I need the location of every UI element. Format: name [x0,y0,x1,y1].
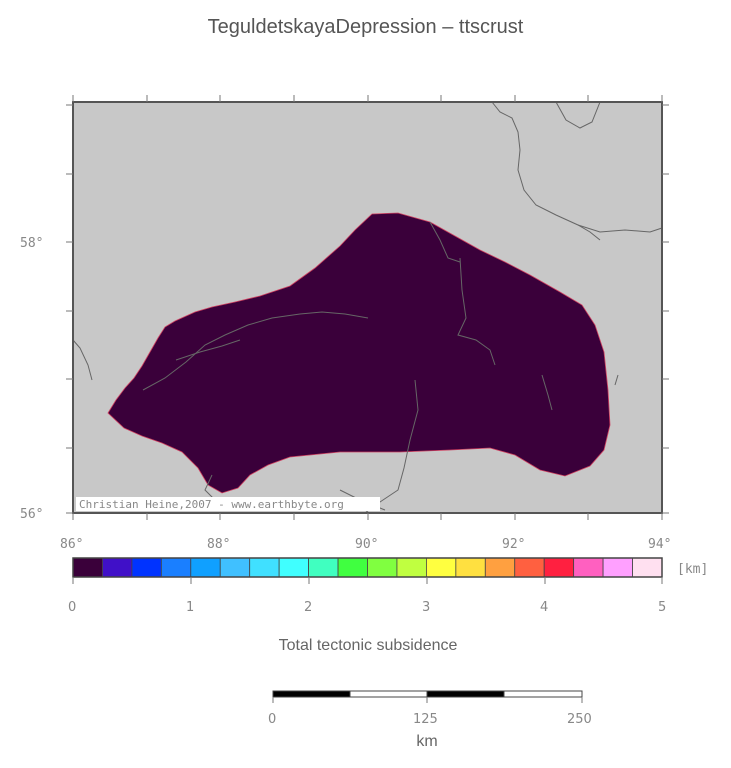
colorbar-label: Total tectonic subsidence [278,637,458,654]
colorbar-tick-1: 1 [186,600,194,615]
colorbar-cell [484,557,516,578]
colorbar-cell [190,557,221,578]
colorbar-cell [72,557,103,578]
colorbar-cell [160,557,192,578]
colorbar-cell [102,557,133,578]
colorbar-cell [632,557,663,578]
frame-ticks [66,95,669,520]
colorbar-cell [219,557,251,578]
basin-polygon [107,212,611,494]
colorbar-cell [602,557,633,578]
colorbar-cell [131,557,162,578]
colorbar-ticks [72,577,663,584]
colorbar-cell [543,557,575,578]
colorbar-tick-3: 3 [422,600,430,615]
colorbar-cell [367,557,398,578]
lat-label-58: 58° [20,236,43,251]
colorbar-cell [396,557,427,578]
map-title: TeguldetskayaDepression – ttscrust [207,16,524,38]
credit-background [76,497,380,511]
colorbar-tick-4: 4 [540,600,548,615]
colorbar [72,557,663,578]
colorbar-cell [514,557,545,578]
colorbar-cell [337,557,368,578]
scale-tick-0: 0 [268,712,276,727]
colorbar-cell [573,557,604,578]
scale-tick-125: 125 [413,712,438,727]
lon-label-94: 94° [648,537,671,552]
colorbar-cell [455,557,486,578]
colorbar-cell [249,557,280,578]
credit-text: Christian Heine,2007 - www.earthbyte.org [79,498,344,511]
colorbar-tick-0: 0 [68,600,76,615]
colorbar-tick-5: 5 [658,600,666,615]
lon-label-90: 90° [355,537,378,552]
lon-label-86: 86° [60,537,83,552]
colorbar-cell [425,557,457,578]
lon-label-92: 92° [502,537,525,552]
scale-tick-250: 250 [567,712,592,727]
lon-label-88: 88° [207,537,230,552]
scale-unit: km [416,733,438,750]
colorbar-cell [308,557,339,578]
colorbar-unit: [km] [677,562,708,577]
colorbar-cell [278,557,309,578]
colorbar-tick-2: 2 [304,600,312,615]
scale-bar [272,690,583,703]
colorbar-frame [72,557,663,578]
lat-label-56: 56° [20,507,43,522]
